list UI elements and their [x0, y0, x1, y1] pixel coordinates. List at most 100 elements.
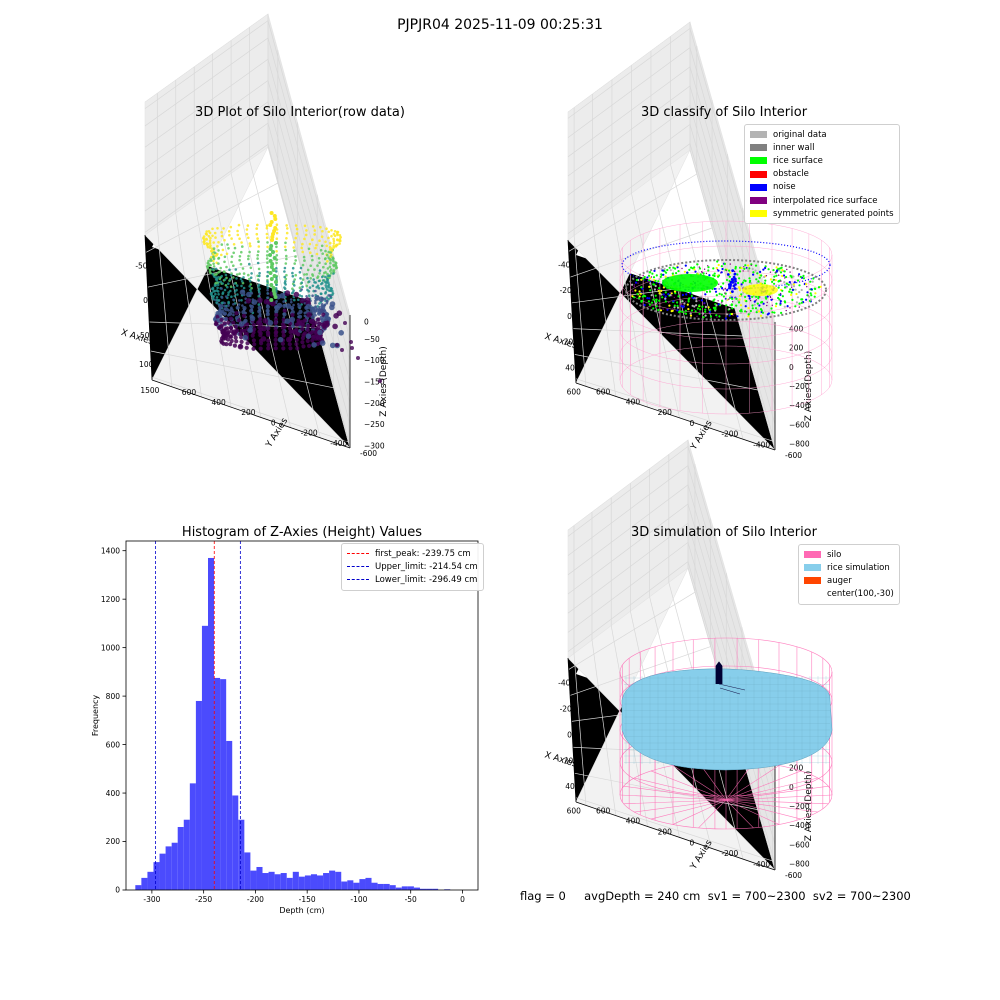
histogram-bar	[165, 846, 172, 891]
classified-point	[737, 281, 740, 285]
silo-bottom-spoke	[650, 770, 727, 801]
raw-data-point	[311, 342, 317, 348]
raw-data-point	[300, 303, 303, 306]
raw-data-point	[284, 262, 288, 265]
classified-point	[729, 295, 732, 298]
classified-point	[687, 300, 690, 303]
legend-label: interpolated rice surface	[773, 195, 878, 206]
classified-point	[730, 303, 734, 306]
raw-data-point	[220, 234, 224, 238]
x-tick-label: -200	[560, 286, 577, 295]
raw-data-point	[249, 283, 253, 286]
classified-point	[695, 304, 698, 307]
raw-data-point	[334, 261, 337, 264]
raw-data-point	[229, 308, 234, 313]
raw-data-point	[324, 262, 327, 266]
raw-data-point	[316, 264, 319, 267]
raw-data-point	[230, 260, 233, 264]
classified-point	[653, 283, 656, 286]
classified-point	[722, 289, 725, 291]
raw-data-point	[320, 235, 324, 238]
x-tick-label: 0	[143, 296, 148, 305]
classified-point	[758, 304, 761, 307]
y-tick-label: 200	[241, 408, 256, 417]
classified-point	[721, 299, 724, 302]
z-tick-label: 200	[789, 764, 804, 773]
classified-point	[662, 293, 665, 296]
y-grid-floor	[212, 186, 262, 418]
raw-data-point	[329, 342, 336, 349]
raw-data-point	[300, 246, 304, 250]
y-tick-label: -200	[721, 430, 738, 439]
raw-data-point	[318, 296, 325, 303]
raw-data-point	[318, 302, 321, 305]
raw-data-point	[305, 333, 312, 340]
classified-point	[760, 274, 763, 277]
raw-data-point	[228, 311, 233, 316]
raw-data-point	[295, 232, 299, 235]
histogram-bar	[201, 625, 208, 890]
rice-simulation-surface	[621, 668, 833, 771]
raw-data-point	[313, 268, 316, 271]
raw-data-point	[266, 265, 270, 269]
raw-data-point	[212, 252, 215, 256]
raw-data-point	[223, 317, 228, 322]
raw-data-point	[327, 230, 331, 234]
panel-histogram: Histogram of Z-Axies (Height) Values -300…	[91, 525, 479, 915]
raw-data-point	[228, 342, 233, 347]
raw-data-point	[210, 255, 213, 259]
raw-data-point	[305, 303, 312, 310]
raw-data-point	[269, 211, 274, 215]
raw-data-point	[265, 312, 270, 317]
legend-entry: rice simulation	[804, 561, 894, 574]
classified-point	[736, 315, 739, 318]
raw-data-point	[233, 324, 238, 329]
raw-data-point	[233, 294, 237, 298]
classified-point	[729, 263, 731, 265]
classified-point	[766, 304, 768, 307]
classified-point	[732, 314, 734, 316]
classified-point	[640, 278, 643, 281]
raw-data-point	[331, 256, 335, 259]
classified-point	[724, 317, 728, 320]
classified-point	[671, 272, 674, 275]
raw-data-point	[284, 277, 288, 281]
x-tick-label: -200	[560, 704, 577, 713]
y-tick-label: 600	[182, 388, 197, 397]
classified-point	[648, 303, 652, 306]
raw-data-point	[287, 342, 292, 347]
raw-data-point	[324, 275, 327, 279]
classified-point	[681, 293, 685, 297]
classified-point	[787, 283, 790, 286]
raw-data-point	[233, 282, 237, 285]
classified-point	[737, 301, 741, 304]
classified-point	[752, 271, 755, 274]
raw-data-point	[238, 321, 245, 327]
raw-data-point	[265, 224, 269, 227]
histogram-bar	[171, 842, 178, 890]
raw-data-point	[240, 299, 243, 302]
raw-data-point	[258, 331, 263, 336]
legend-label: rice simulation	[827, 562, 890, 573]
classified-point	[679, 310, 682, 313]
classified-point	[716, 260, 719, 263]
raw-data-point	[252, 342, 257, 347]
raw-data-point	[290, 292, 294, 295]
raw-data-point	[293, 262, 297, 265]
classified-point	[789, 271, 791, 273]
raw-data-point	[298, 309, 303, 314]
classified-point	[680, 305, 683, 308]
legend-label: center(100,-30)	[827, 589, 894, 600]
z-tick-label: −600	[789, 420, 810, 429]
classified-point	[673, 304, 676, 307]
classified-point	[774, 271, 777, 273]
raw-data-point	[266, 250, 269, 253]
raw-data-point	[280, 325, 285, 330]
classified-point	[708, 310, 712, 313]
classified-point	[792, 285, 796, 288]
classified-point	[724, 268, 727, 271]
panel-raw-data-3d: -500 0 500 1000 1500 600 400 200 0 -200 -400 -600−3…	[120, 13, 405, 458]
panel-classify-3d: -400 -200 0 200 400 600 600 400 200 0 -200 -400 -600…	[543, 21, 833, 460]
raw-data-point	[298, 286, 302, 290]
raw-data-point	[300, 340, 305, 345]
